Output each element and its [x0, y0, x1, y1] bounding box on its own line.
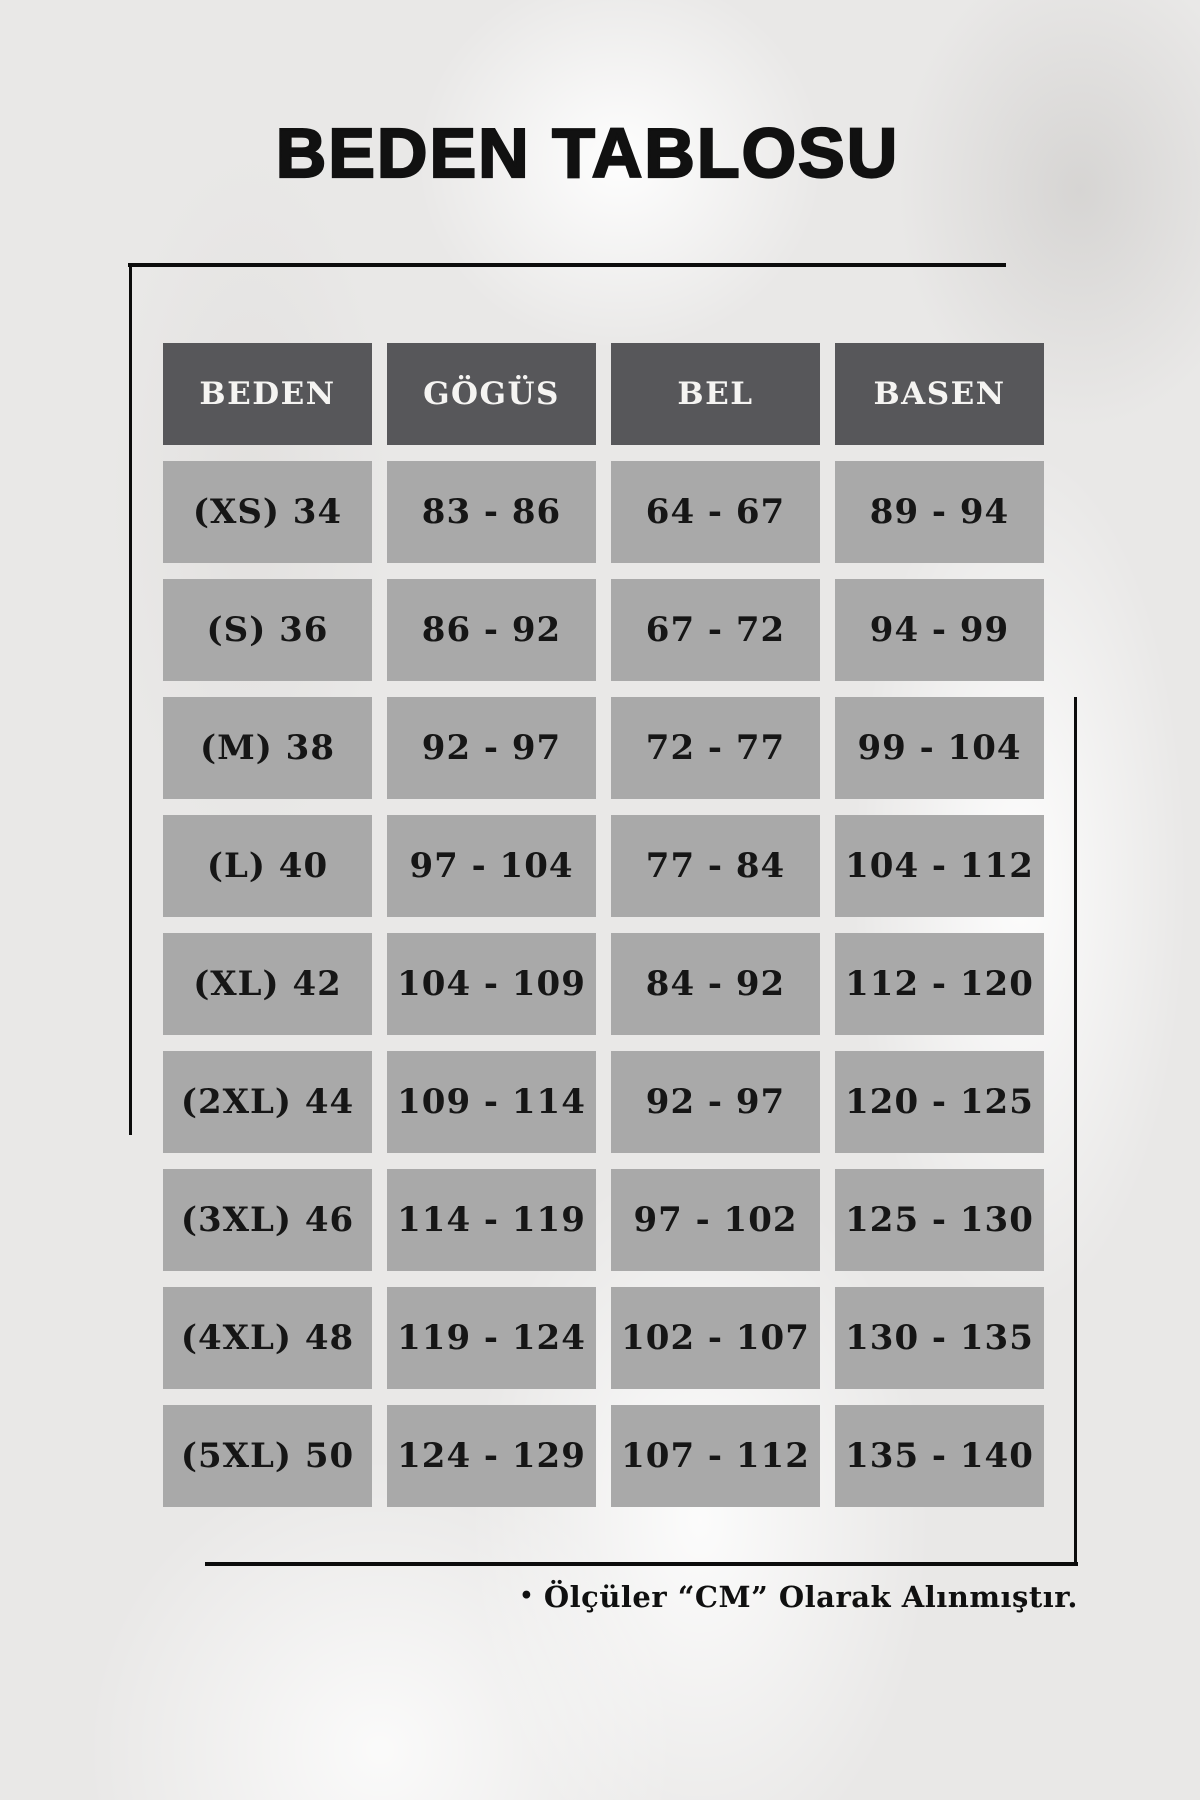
- size-cell: 97 - 104: [387, 815, 596, 917]
- size-cell: 120 - 125: [835, 1051, 1044, 1153]
- decor-left-line: [129, 263, 132, 1135]
- size-cell: 72 - 77: [611, 697, 820, 799]
- page-title: BEDEN TABLOSU: [275, 114, 900, 192]
- size-cell: 92 - 97: [387, 697, 596, 799]
- size-cell: 130 - 135: [835, 1287, 1044, 1389]
- size-cell: 125 - 130: [835, 1169, 1044, 1271]
- note-text: Ölçüler “CM” Olarak Alınmıştır.: [543, 1580, 1078, 1614]
- measurement-note: • Ölçüler “CM” Olarak Alınmıştır.: [519, 1580, 1078, 1614]
- size-cell: 94 - 99: [835, 579, 1044, 681]
- size-cell: 84 - 92: [611, 933, 820, 1035]
- decor-top-line: [128, 263, 1006, 267]
- size-cell: 107 - 112: [611, 1405, 820, 1507]
- size-table: BEDEN GÖGÜS BEL BASEN (XS) 34 83 - 86 64 - 67 8…: [163, 343, 1044, 1507]
- size-cell: 64 - 67: [611, 461, 820, 563]
- size-cell: 109 - 114: [387, 1051, 596, 1153]
- size-cell: 86 - 92: [387, 579, 596, 681]
- size-cell: (XS) 34: [163, 461, 372, 563]
- decor-right-line: [1074, 697, 1077, 1566]
- size-cell: 135 - 140: [835, 1405, 1044, 1507]
- size-cell: 102 - 107: [611, 1287, 820, 1389]
- size-cell: 99 - 104: [835, 697, 1044, 799]
- decor-bottom-line: [205, 1562, 1078, 1566]
- size-cell: (L) 40: [163, 815, 372, 917]
- size-cell: (3XL) 46: [163, 1169, 372, 1271]
- size-cell: 119 - 124: [387, 1287, 596, 1389]
- size-cell: 114 - 119: [387, 1169, 596, 1271]
- size-cell: (M) 38: [163, 697, 372, 799]
- size-cell: 124 - 129: [387, 1405, 596, 1507]
- column-header: BASEN: [835, 343, 1044, 445]
- size-cell: (2XL) 44: [163, 1051, 372, 1153]
- size-cell: 104 - 112: [835, 815, 1044, 917]
- size-cell: 104 - 109: [387, 933, 596, 1035]
- size-cell: 89 - 94: [835, 461, 1044, 563]
- size-cell: 92 - 97: [611, 1051, 820, 1153]
- size-cell: 67 - 72: [611, 579, 820, 681]
- size-cell: 77 - 84: [611, 815, 820, 917]
- note-bullet-icon: •: [519, 1583, 534, 1609]
- column-header: BEDEN: [163, 343, 372, 445]
- size-cell: (5XL) 50: [163, 1405, 372, 1507]
- size-cell: (S) 36: [163, 579, 372, 681]
- size-cell: (XL) 42: [163, 933, 372, 1035]
- size-cell: 83 - 86: [387, 461, 596, 563]
- column-header: GÖGÜS: [387, 343, 596, 445]
- size-cell: 112 - 120: [835, 933, 1044, 1035]
- size-cell: (4XL) 48: [163, 1287, 372, 1389]
- column-header: BEL: [611, 343, 820, 445]
- size-cell: 97 - 102: [611, 1169, 820, 1271]
